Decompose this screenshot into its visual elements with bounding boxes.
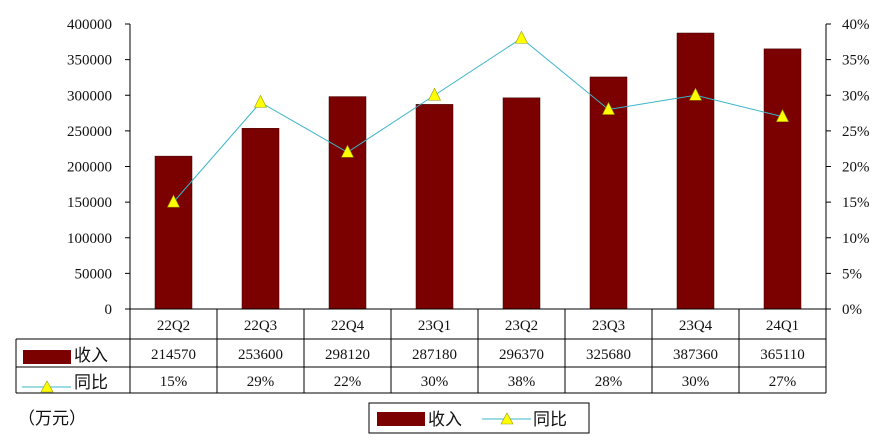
bar-revenue xyxy=(328,96,367,310)
revenue-value: 298120 xyxy=(325,347,370,363)
bar-revenue xyxy=(154,155,193,310)
category-label: 24Q1 xyxy=(766,318,799,334)
right-tick-label: 35% xyxy=(842,53,870,69)
left-tick-label: 0 xyxy=(105,302,113,318)
right-tick-label: 0% xyxy=(842,302,862,318)
revenue-value: 287180 xyxy=(412,347,457,363)
category-label: 23Q3 xyxy=(592,318,625,334)
marker-yoy xyxy=(602,101,615,115)
revenue-value: 325680 xyxy=(586,347,631,363)
revenue-value: 387360 xyxy=(673,347,718,363)
marker-yoy xyxy=(254,94,267,108)
category-label: 23Q1 xyxy=(418,318,451,334)
legend-revenue-label: 收入 xyxy=(428,410,462,429)
right-tick-label: 15% xyxy=(842,195,870,211)
right-tick-label: 20% xyxy=(842,160,870,176)
legend-revenue-swatch xyxy=(377,412,425,426)
revenue-row-label: 收入 xyxy=(74,346,108,365)
right-tick-label: 25% xyxy=(842,124,870,140)
legend-yoy-marker xyxy=(500,412,514,425)
bar-revenue xyxy=(589,76,628,310)
left-tick-label: 300000 xyxy=(67,88,112,104)
category-label: 22Q4 xyxy=(331,318,365,334)
yoy-legend-marker xyxy=(40,380,54,393)
bar-revenue xyxy=(241,128,280,310)
right-tick-label: 5% xyxy=(842,266,862,282)
revenue-value: 253600 xyxy=(238,347,283,363)
bar-revenue xyxy=(415,104,454,310)
revenue-value: 296370 xyxy=(499,347,544,363)
left-tick-label: 150000 xyxy=(67,195,112,211)
yoy-value: 30% xyxy=(421,374,449,390)
line-yoy xyxy=(173,37,783,203)
marker-yoy xyxy=(689,87,702,101)
unit-note: （万元） xyxy=(18,409,86,428)
category-label: 22Q3 xyxy=(244,318,277,334)
yoy-value: 30% xyxy=(682,374,710,390)
marker-yoy xyxy=(428,87,441,101)
left-tick-label: 250000 xyxy=(67,124,112,140)
marker-yoy xyxy=(515,30,528,44)
category-label: 23Q4 xyxy=(679,318,713,334)
right-tick-label: 10% xyxy=(842,231,870,247)
revenue-legend-swatch xyxy=(23,350,71,364)
right-tick-label: 30% xyxy=(842,88,870,104)
marker-yoy xyxy=(167,194,180,208)
left-tick-label: 100000 xyxy=(67,231,112,247)
category-label: 23Q2 xyxy=(505,318,538,334)
bar-revenue xyxy=(502,97,541,310)
marker-yoy xyxy=(776,108,789,122)
right-tick-label: 40% xyxy=(842,17,870,33)
yoy-value: 22% xyxy=(334,374,362,390)
left-tick-label: 200000 xyxy=(67,160,112,176)
yoy-value: 15% xyxy=(160,374,188,390)
bar-revenue xyxy=(763,48,802,310)
left-tick-label: 400000 xyxy=(67,17,112,33)
legend-yoy-label: 同比 xyxy=(533,410,567,429)
yoy-row-label: 同比 xyxy=(74,373,108,392)
revenue-value: 214570 xyxy=(151,347,196,363)
revenue-value: 365110 xyxy=(760,347,804,363)
left-tick-label: 350000 xyxy=(67,53,112,69)
left-tick-label: 50000 xyxy=(75,266,113,282)
yoy-value: 27% xyxy=(769,374,797,390)
marker-yoy xyxy=(341,144,354,158)
category-label: 22Q2 xyxy=(157,318,190,334)
yoy-value: 28% xyxy=(595,374,623,390)
yoy-value: 38% xyxy=(508,374,536,390)
yoy-value: 29% xyxy=(247,374,275,390)
bar-revenue xyxy=(676,32,715,310)
